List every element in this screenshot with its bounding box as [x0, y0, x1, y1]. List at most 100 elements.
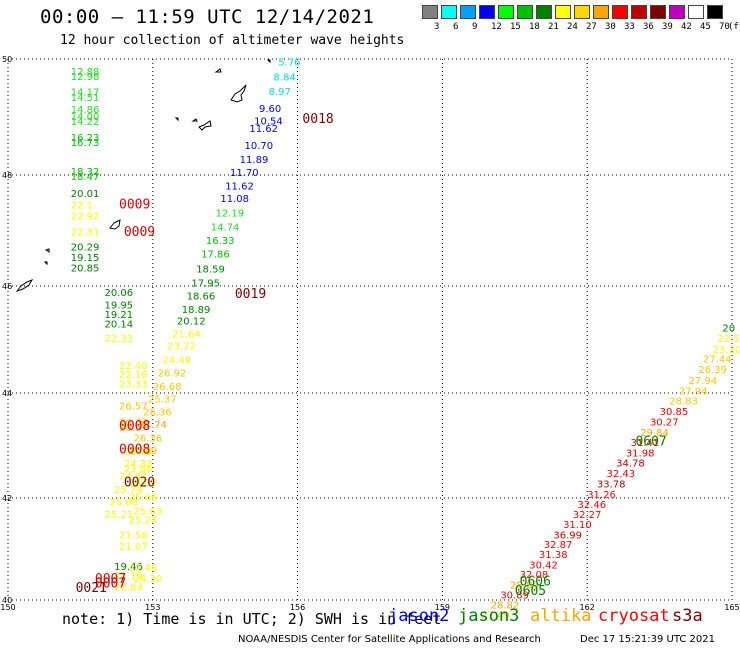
- wave-height-value: 11.70: [230, 168, 259, 179]
- x-tick-label: 162: [580, 603, 595, 612]
- color-swatch: [460, 5, 476, 19]
- wave-height-value: 8.84: [273, 72, 295, 83]
- pass-time-label: 0021: [76, 581, 107, 596]
- wave-height-value: 18.47: [71, 172, 100, 183]
- wave-height-value: 30.85: [660, 407, 689, 418]
- wave-height-value: 20.14: [105, 320, 134, 331]
- wave-height-value: 24.82: [119, 472, 148, 483]
- wave-height-value: 25.66: [129, 493, 158, 504]
- wave-height-value: 10.54: [254, 117, 283, 128]
- color-scale-label: 42: [681, 22, 692, 32]
- wave-height-value: 14.74: [211, 223, 240, 234]
- wave-height-value: 20.01: [71, 189, 100, 200]
- axis-labels: 150 153 156 159 162 165 50 48 46 44 42 40: [0, 55, 739, 612]
- wave-height-value: 25.37: [148, 394, 177, 405]
- pass-time-label: 0007: [95, 576, 126, 591]
- color-swatch: [631, 5, 647, 19]
- color-scale-label: 18: [529, 22, 540, 32]
- wave-height-value: 10.70: [245, 141, 274, 152]
- wave-height-value: 26.68: [153, 382, 182, 393]
- wave-height-value: 32.87: [544, 540, 573, 551]
- wave-height-value: 25.74: [114, 485, 143, 496]
- wave-height-value: 22.92: [71, 211, 100, 222]
- wave-height-value: 18.32: [71, 167, 100, 178]
- wave-height-value: 29.84: [640, 428, 669, 439]
- wave-height-value: 27.49: [481, 610, 510, 621]
- island-shape: [230, 84, 247, 103]
- lat-lon-grid: [7, 58, 733, 601]
- wave-height-value: 11.62: [225, 181, 254, 192]
- color-swatch: [555, 5, 571, 19]
- y-tick-label: 40: [2, 596, 12, 605]
- color-swatch: [422, 5, 438, 19]
- wave-height-value: 25.24: [129, 516, 158, 527]
- wave-height-value: 21.19: [114, 572, 143, 583]
- wave-height-value: 27.44: [703, 355, 732, 366]
- map-title: 00:00 – 11:59 UTC 12/14/2021: [40, 6, 375, 28]
- wave-height-value: 22.83: [114, 582, 143, 593]
- island-shape: [43, 261, 48, 266]
- wave-height-value: 21.07: [119, 542, 148, 553]
- wave-height-value: 23.20: [713, 345, 740, 356]
- x-tick-label: 150: [0, 603, 15, 612]
- wave-height-value: 21.58: [119, 530, 148, 541]
- island-shape: [15, 278, 34, 293]
- wave-height-value: 11.08: [220, 194, 249, 205]
- wave-height-value: 26.36: [133, 433, 162, 444]
- island-shape: [191, 118, 198, 122]
- pass-time-label: 0007: [95, 572, 126, 587]
- y-tick-label: 46: [2, 282, 12, 291]
- wave-height-value: 32.46: [578, 500, 607, 511]
- wave-height-value: 11.62: [249, 124, 278, 135]
- color-swatch: [650, 5, 666, 19]
- pass-time-label: 0008: [119, 442, 150, 457]
- color-scale-label: 36: [643, 22, 654, 32]
- wave-height-value: 27.94: [679, 387, 708, 398]
- wave-height-value: 17.86: [201, 250, 230, 261]
- wave-height-value: 23.72: [167, 342, 196, 353]
- wave-height-value: 22.31: [71, 227, 100, 238]
- wave-height-value: 26.92: [158, 368, 187, 379]
- wave-height-value: 16.23: [71, 133, 100, 144]
- wave-height-value: 25.21: [105, 510, 134, 521]
- wave-height-value: 20.85: [71, 264, 100, 275]
- wave-height-value: 28.82: [491, 601, 520, 612]
- legend-cryosat: cryosat: [598, 606, 670, 626]
- color-swatch: [517, 5, 533, 19]
- color-swatch: [536, 5, 552, 19]
- color-scale-label: 3: [434, 22, 440, 32]
- wave-height-value: 18.59: [196, 265, 225, 276]
- wave-height-value: 28.83: [669, 397, 698, 408]
- wave-height-value: 18.66: [187, 291, 216, 302]
- wave-height-value: 23.33: [119, 380, 148, 391]
- pass-time-label: 0018: [302, 112, 333, 127]
- color-swatch: [498, 5, 514, 19]
- color-scale-label: 27: [586, 22, 597, 32]
- color-swatch: [612, 5, 628, 19]
- wave-height-value: 30.89: [500, 590, 529, 601]
- wave-height-value: 20.29: [71, 242, 100, 253]
- x-tick-label: 156: [290, 603, 305, 612]
- color-swatch: [441, 5, 457, 19]
- wave-height-value: 21.64: [172, 329, 201, 340]
- pass-time-label: 0606: [520, 575, 551, 590]
- pass-time-label: 0020: [124, 475, 155, 490]
- island-shape: [174, 117, 179, 122]
- wave-height-value: 26.36: [143, 408, 172, 419]
- y-tick-label: 50: [2, 55, 12, 64]
- wave-height-value: 17.95: [191, 279, 220, 290]
- wave-height-value: 32.27: [573, 510, 602, 521]
- color-scale-label: 70: [719, 22, 730, 32]
- color-scale-label: 21: [548, 22, 559, 32]
- wave-height-value: 22.16: [119, 370, 148, 381]
- pass-time-labels: 0018 0009 0009 0019 0008 0008 0020 000700070021…: [76, 112, 667, 599]
- wave-height-value: 20: [722, 323, 735, 334]
- legend-jason2: jason2: [388, 606, 450, 626]
- wave-height-value: 31.26: [587, 490, 616, 501]
- color-scale-label: 33: [624, 22, 635, 32]
- wave-height-value: 30.27: [650, 418, 679, 429]
- wave-height-value: 19.46: [114, 562, 143, 573]
- wave-height-value: 32.43: [607, 469, 636, 480]
